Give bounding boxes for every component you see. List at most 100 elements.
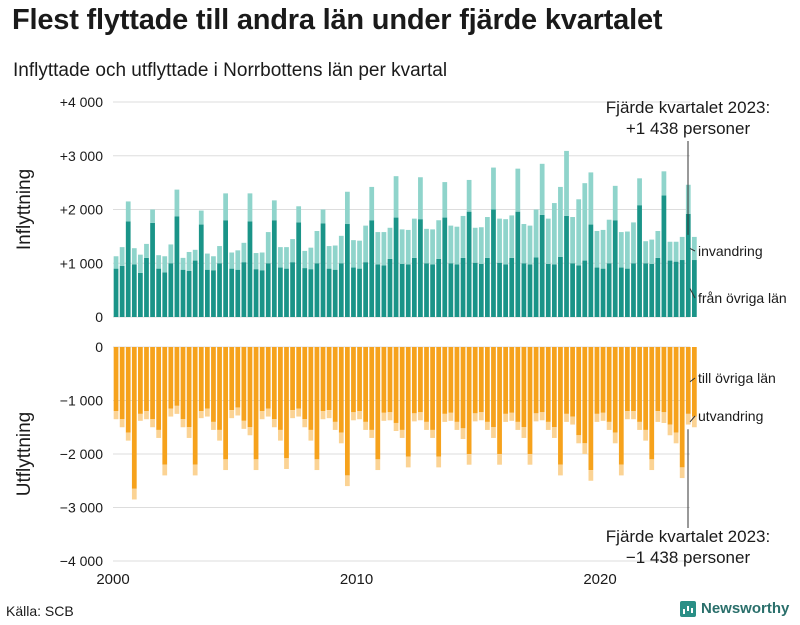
bar-out_inrikes [497, 347, 502, 454]
bar-out_utvandring [625, 411, 630, 420]
bar-in_inrikes [411, 257, 417, 317]
bar-out_inrikes [491, 347, 496, 428]
bar-in_inrikes [558, 256, 563, 317]
bar-in_invandring [229, 252, 235, 269]
bar-out_utvandring [430, 429, 435, 438]
bar-out_inrikes [223, 347, 228, 460]
bar-out_inrikes [332, 347, 338, 422]
bar-out_inrikes [631, 347, 636, 412]
bar-out_utvandring [460, 428, 466, 440]
bar-in_inrikes [344, 224, 350, 317]
bar-out_inrikes [637, 347, 642, 422]
bar-in_inrikes [491, 209, 496, 317]
bar-in_inrikes [472, 262, 478, 317]
bar-in_inrikes [399, 263, 405, 317]
bar-in_invandring [491, 167, 496, 210]
bar-out_utvandring [442, 413, 448, 422]
bar-in_inrikes [320, 223, 326, 317]
bar-in_invandring [539, 163, 545, 215]
bar-out_utvandring [138, 413, 143, 421]
annotation-out-line1: Fjärde kvartalet 2023: [606, 527, 770, 546]
bar-out_utvandring [472, 413, 478, 422]
bar-in_inrikes [217, 263, 222, 317]
bar-out_utvandring [308, 429, 314, 441]
bar-out_inrikes [375, 347, 381, 460]
bar-out_inrikes [472, 347, 478, 414]
y-tick-label: −4 000 [60, 553, 103, 569]
bar-in_invandring [472, 227, 478, 263]
bar-in_inrikes [381, 265, 387, 317]
bar-out_utvandring [393, 422, 399, 431]
bar-in_invandring [265, 232, 271, 264]
bar-out_utvandring [302, 419, 308, 428]
bar-out_inrikes [131, 347, 137, 489]
legend-label-invandring: invandring [698, 243, 763, 259]
bar-in_inrikes [515, 211, 521, 317]
bar-out_inrikes [326, 347, 332, 411]
bar-out_utvandring [375, 459, 381, 471]
bar-in_inrikes [125, 221, 131, 317]
bar-out_inrikes [503, 347, 509, 414]
bar-out_utvandring [265, 408, 271, 417]
bar-in_inrikes [618, 267, 624, 317]
bar-out_inrikes [278, 347, 283, 430]
bar-out_inrikes [460, 347, 466, 429]
bar-in_invandring [497, 218, 502, 263]
bar-out_inrikes [570, 347, 575, 417]
bar-out_inrikes [253, 347, 259, 460]
bar-in_inrikes [600, 268, 606, 317]
bar-out_utvandring [284, 458, 289, 469]
bar-out_inrikes [180, 347, 186, 420]
bar-out_utvandring [570, 416, 575, 425]
bar-out_utvandring [533, 413, 539, 422]
bar-out_utvandring [363, 421, 369, 430]
bar-out_utvandring [521, 427, 527, 438]
bar-out_utvandring [326, 410, 332, 419]
bar-out_inrikes [247, 347, 253, 428]
bar-out_utvandring [436, 456, 442, 468]
bar-out_utvandring [485, 421, 490, 430]
bar-in_invandring [527, 225, 533, 265]
bar-out_utvandring [448, 412, 454, 421]
bar-out_utvandring [192, 464, 198, 476]
bar-in_invandring [545, 218, 551, 264]
bar-out_inrikes [679, 347, 685, 468]
bar-out_inrikes [454, 347, 460, 422]
bar-out_utvandring [685, 413, 691, 425]
bar-out_inrikes [156, 347, 162, 430]
bar-in_inrikes [223, 220, 228, 317]
bar-in_invandring [247, 193, 253, 222]
bar-out_inrikes [430, 347, 435, 430]
bar-in_inrikes [424, 263, 429, 317]
bar-out_inrikes [551, 347, 557, 428]
bar-in_invandring [381, 232, 387, 266]
bar-in_inrikes [673, 261, 679, 317]
bar-in_invandring [442, 182, 448, 218]
bar-in_invandring [241, 242, 247, 263]
bar-out_utvandring [515, 421, 521, 430]
bar-in_invandring [363, 225, 369, 263]
bar-in_invandring [509, 215, 515, 258]
bar-out_utvandring [338, 432, 344, 444]
bar-out_utvandring [369, 429, 375, 438]
bar-out_utvandring [418, 412, 423, 421]
bar-out_utvandring [679, 467, 685, 479]
bar-out_inrikes [606, 347, 612, 422]
bar-in_inrikes [375, 264, 381, 317]
bar-out_utvandring [174, 405, 180, 414]
bar-out_utvandring [606, 421, 612, 430]
bar-in_inrikes [357, 268, 362, 317]
bar-out_utvandring [637, 421, 642, 430]
bar-in_invandring [588, 172, 594, 225]
bar-in_invandring [271, 200, 277, 221]
bar-out_inrikes [618, 347, 624, 465]
bar-out_utvandring [576, 435, 582, 444]
bar-out_utvandring [296, 408, 302, 417]
bar-in_inrikes [582, 260, 588, 317]
bar-out_inrikes [192, 347, 198, 465]
bar-in_inrikes [393, 217, 399, 317]
bar-out_utvandring [314, 459, 320, 471]
bar-out_utvandring [235, 407, 241, 416]
bar-in_invandring [217, 246, 222, 264]
bar-out_inrikes [144, 347, 149, 412]
